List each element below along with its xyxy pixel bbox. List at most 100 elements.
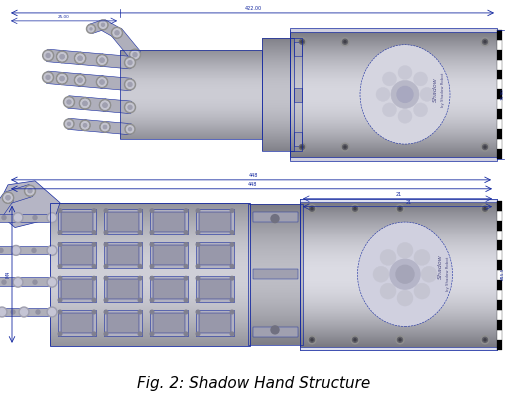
Bar bbox=[0, 214, 17, 221]
Bar bbox=[262, 70, 294, 72]
Circle shape bbox=[75, 53, 85, 64]
Bar bbox=[50, 232, 250, 234]
Bar bbox=[300, 202, 497, 203]
Bar bbox=[497, 119, 502, 129]
Bar bbox=[290, 134, 497, 135]
Bar bbox=[290, 78, 497, 80]
Circle shape bbox=[397, 337, 402, 342]
Circle shape bbox=[32, 248, 36, 252]
Text: by Shadow Robot: by Shadow Robot bbox=[446, 257, 450, 291]
Circle shape bbox=[138, 265, 142, 268]
Bar bbox=[290, 50, 497, 52]
Text: 21: 21 bbox=[405, 200, 411, 205]
Bar bbox=[300, 312, 497, 313]
Bar bbox=[290, 118, 302, 119]
Bar bbox=[248, 239, 303, 240]
FancyBboxPatch shape bbox=[46, 71, 64, 85]
Bar bbox=[300, 298, 497, 299]
Bar bbox=[262, 46, 294, 47]
Bar bbox=[50, 206, 250, 208]
Bar bbox=[262, 140, 294, 141]
Bar bbox=[290, 59, 497, 61]
Bar bbox=[262, 55, 294, 57]
Bar bbox=[300, 305, 497, 306]
Circle shape bbox=[301, 41, 303, 43]
Bar bbox=[248, 286, 303, 287]
Bar bbox=[300, 344, 497, 345]
Circle shape bbox=[13, 277, 23, 287]
Bar bbox=[497, 280, 502, 290]
Bar bbox=[120, 70, 262, 72]
Bar bbox=[120, 114, 262, 115]
Bar bbox=[50, 334, 250, 335]
Bar bbox=[262, 38, 294, 39]
Bar bbox=[290, 40, 302, 41]
Bar bbox=[497, 240, 502, 250]
Bar bbox=[300, 251, 497, 252]
Bar bbox=[290, 98, 497, 99]
Text: Ø15.5: Ø15.5 bbox=[501, 268, 505, 280]
Circle shape bbox=[301, 146, 303, 148]
Bar bbox=[248, 320, 303, 321]
Bar bbox=[290, 146, 302, 147]
Ellipse shape bbox=[358, 222, 453, 326]
Circle shape bbox=[184, 243, 188, 246]
Circle shape bbox=[129, 128, 132, 130]
Bar bbox=[290, 153, 497, 154]
Bar bbox=[120, 94, 262, 95]
Bar bbox=[290, 141, 497, 142]
Bar bbox=[290, 53, 302, 54]
Bar bbox=[262, 129, 294, 130]
Circle shape bbox=[481, 336, 489, 344]
Circle shape bbox=[383, 72, 396, 86]
Bar bbox=[248, 210, 303, 212]
Bar bbox=[50, 221, 250, 223]
Bar bbox=[120, 130, 262, 131]
Bar bbox=[290, 107, 302, 108]
Bar bbox=[290, 52, 302, 53]
Bar bbox=[50, 305, 250, 306]
Bar bbox=[290, 106, 302, 107]
Circle shape bbox=[196, 243, 200, 246]
Bar bbox=[290, 89, 497, 90]
Bar bbox=[50, 313, 250, 314]
Bar bbox=[262, 67, 294, 69]
Bar bbox=[262, 114, 294, 115]
Circle shape bbox=[104, 310, 108, 314]
Circle shape bbox=[98, 56, 106, 64]
Bar bbox=[50, 281, 250, 282]
Bar bbox=[120, 81, 262, 82]
Bar bbox=[248, 275, 303, 276]
Bar bbox=[50, 248, 250, 249]
Bar bbox=[50, 335, 250, 336]
Bar bbox=[290, 46, 302, 48]
Circle shape bbox=[11, 245, 21, 255]
Bar bbox=[50, 243, 250, 244]
Bar bbox=[300, 330, 497, 331]
Bar bbox=[300, 315, 497, 316]
Circle shape bbox=[196, 332, 200, 336]
Bar bbox=[290, 86, 302, 87]
Circle shape bbox=[115, 31, 118, 34]
Bar bbox=[300, 227, 497, 229]
Bar bbox=[290, 63, 302, 65]
Bar bbox=[290, 132, 302, 133]
Circle shape bbox=[300, 39, 304, 44]
Bar bbox=[50, 341, 250, 342]
Bar bbox=[120, 125, 262, 126]
Bar bbox=[497, 89, 502, 99]
Bar bbox=[50, 219, 250, 220]
Bar bbox=[290, 107, 497, 108]
Bar bbox=[262, 117, 294, 118]
Bar bbox=[248, 269, 303, 270]
Bar bbox=[248, 214, 303, 215]
Bar bbox=[248, 242, 303, 244]
Bar bbox=[300, 347, 497, 350]
Bar bbox=[248, 276, 303, 277]
Bar bbox=[262, 69, 294, 71]
Bar bbox=[50, 249, 250, 250]
Bar bbox=[248, 204, 303, 345]
Bar bbox=[199, 279, 231, 299]
Bar bbox=[300, 318, 497, 319]
Circle shape bbox=[298, 143, 306, 151]
